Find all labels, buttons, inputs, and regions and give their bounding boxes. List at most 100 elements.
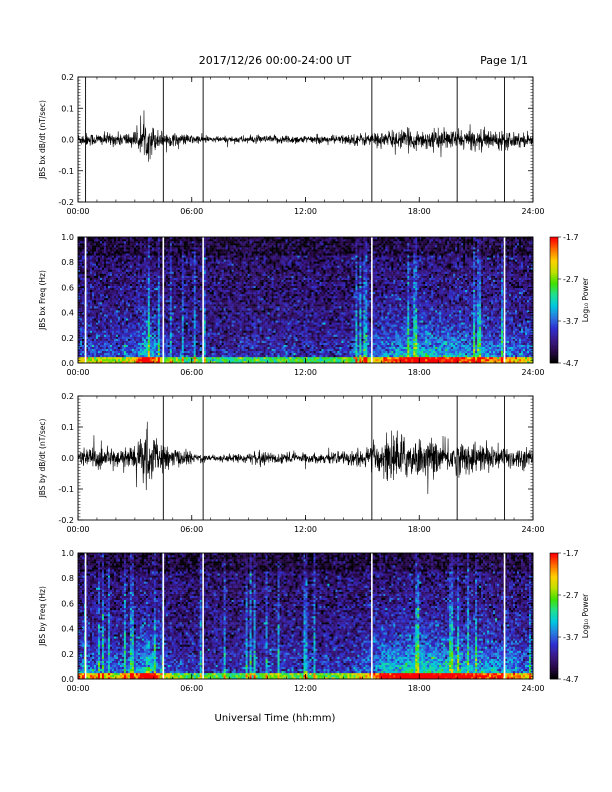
spectrogram-cell	[150, 320, 152, 322]
spectrogram-cell	[218, 337, 220, 339]
spectrogram-cell	[212, 341, 214, 343]
spectrogram-cell	[136, 355, 138, 357]
spectrogram-cell	[146, 326, 148, 328]
spectrogram-cell	[106, 276, 108, 278]
spectrogram-cell	[140, 284, 142, 286]
spectrogram-cell	[160, 341, 162, 343]
spectrogram-cell	[170, 341, 172, 343]
spectrogram-cell	[216, 265, 218, 267]
spectrogram-cell	[220, 345, 222, 347]
spectrogram-cell	[156, 335, 158, 337]
spectrogram-cell	[182, 343, 184, 345]
spectrogram-cell	[170, 276, 172, 278]
spectrogram-cell	[164, 292, 166, 294]
spectrogram-cell	[218, 304, 220, 306]
spectrogram-cell	[148, 306, 150, 308]
spectrogram-cell	[226, 312, 228, 314]
spectrogram-cell	[154, 339, 156, 341]
spectrogram-cell	[120, 308, 122, 310]
spectrogram-cell	[100, 300, 102, 302]
spectrogram-cell	[132, 261, 134, 263]
spectrogram-cell	[120, 249, 122, 251]
spectrogram-cell	[150, 357, 152, 359]
spectrogram-cell	[204, 294, 206, 296]
spectrogram-cell	[114, 270, 116, 272]
spectrogram-cell	[218, 316, 220, 318]
spectrogram-cell	[92, 261, 94, 263]
spectrogram-cell	[172, 294, 174, 296]
spectrogram-cell	[196, 326, 198, 328]
spectrogram-cell	[214, 259, 216, 261]
spectrogram-cell	[96, 308, 98, 310]
spectrogram-cell	[98, 335, 100, 337]
spectrogram-cell	[188, 245, 190, 247]
spectrogram-cell	[112, 326, 114, 328]
spectrogram-cell	[120, 322, 122, 324]
spectrogram-cell	[138, 278, 140, 280]
spectrogram-cell	[206, 263, 208, 265]
spectrogram-cell	[172, 241, 174, 243]
spectrogram-cell	[104, 312, 106, 314]
spectrogram-cell	[122, 320, 124, 322]
spectrogram-cell	[186, 245, 188, 247]
spectrogram-cell	[164, 298, 166, 300]
spectrogram-cell	[126, 316, 128, 318]
spectrogram-cell	[148, 263, 150, 265]
spectrogram-cell	[110, 284, 112, 286]
spectrogram-cell	[138, 322, 140, 324]
spectrogram-cell	[148, 276, 150, 278]
spectrogram-cell	[224, 345, 226, 347]
spectrogram-cell	[106, 261, 108, 263]
spectrogram-cell	[108, 265, 110, 267]
spectrogram-cell	[166, 263, 168, 265]
spectrogram-cell	[122, 345, 124, 347]
spectrogram-cell	[104, 341, 106, 343]
spectrogram-cell	[114, 308, 116, 310]
spectrogram-cell	[222, 276, 224, 278]
spectrogram-cell	[152, 306, 154, 308]
spectrogram-cell	[156, 300, 158, 302]
spectrogram-cell	[140, 296, 142, 298]
spectrogram-cell	[160, 353, 162, 355]
spectrogram-cell	[118, 343, 120, 345]
spectrogram-cell	[96, 292, 98, 294]
spectrogram-cell	[170, 345, 172, 347]
spectrogram-cell	[168, 318, 170, 320]
spectrogram-cell	[122, 359, 124, 361]
spectrogram-cell	[148, 241, 150, 243]
spectrogram-cell	[112, 274, 114, 276]
spectrogram-cell	[148, 272, 150, 274]
spectrogram-cell	[194, 292, 196, 294]
spectrogram-cell	[170, 326, 172, 328]
spectrogram-cell	[212, 339, 214, 341]
spectrogram-cell	[126, 326, 128, 328]
spectrogram-cell	[102, 304, 104, 306]
spectrogram-cell	[106, 318, 108, 320]
spectrogram-cell	[148, 284, 150, 286]
spectrogram-cell	[208, 316, 210, 318]
spectrogram-cell	[174, 249, 176, 251]
spectrogram-cell	[224, 308, 226, 310]
spectrogram-cell	[138, 333, 140, 335]
spectrogram-cell	[222, 292, 224, 294]
spectrogram-cell	[190, 302, 192, 304]
spectrogram-cell	[88, 251, 90, 253]
spectrogram-cell	[108, 337, 110, 339]
spectrogram-cell	[172, 288, 174, 290]
spectrogram-cell	[226, 330, 228, 332]
spectrogram-cell	[182, 322, 184, 324]
spectrogram-cell	[124, 249, 126, 251]
spectrogram-cell	[138, 286, 140, 288]
spectrogram-cell	[168, 345, 170, 347]
spectrogram-cell	[148, 265, 150, 267]
spectrogram-cell	[166, 306, 168, 308]
spectrogram-cell	[122, 333, 124, 335]
spectrogram-cell	[160, 272, 162, 274]
spectrogram-cell	[186, 343, 188, 345]
spectrogram-cell	[90, 328, 92, 330]
spectrogram-cell	[152, 245, 154, 247]
spectrogram-cell	[158, 249, 160, 251]
spectrogram-cell	[206, 308, 208, 310]
spectrogram-cell	[166, 243, 168, 245]
spectrogram-cell	[98, 245, 100, 247]
